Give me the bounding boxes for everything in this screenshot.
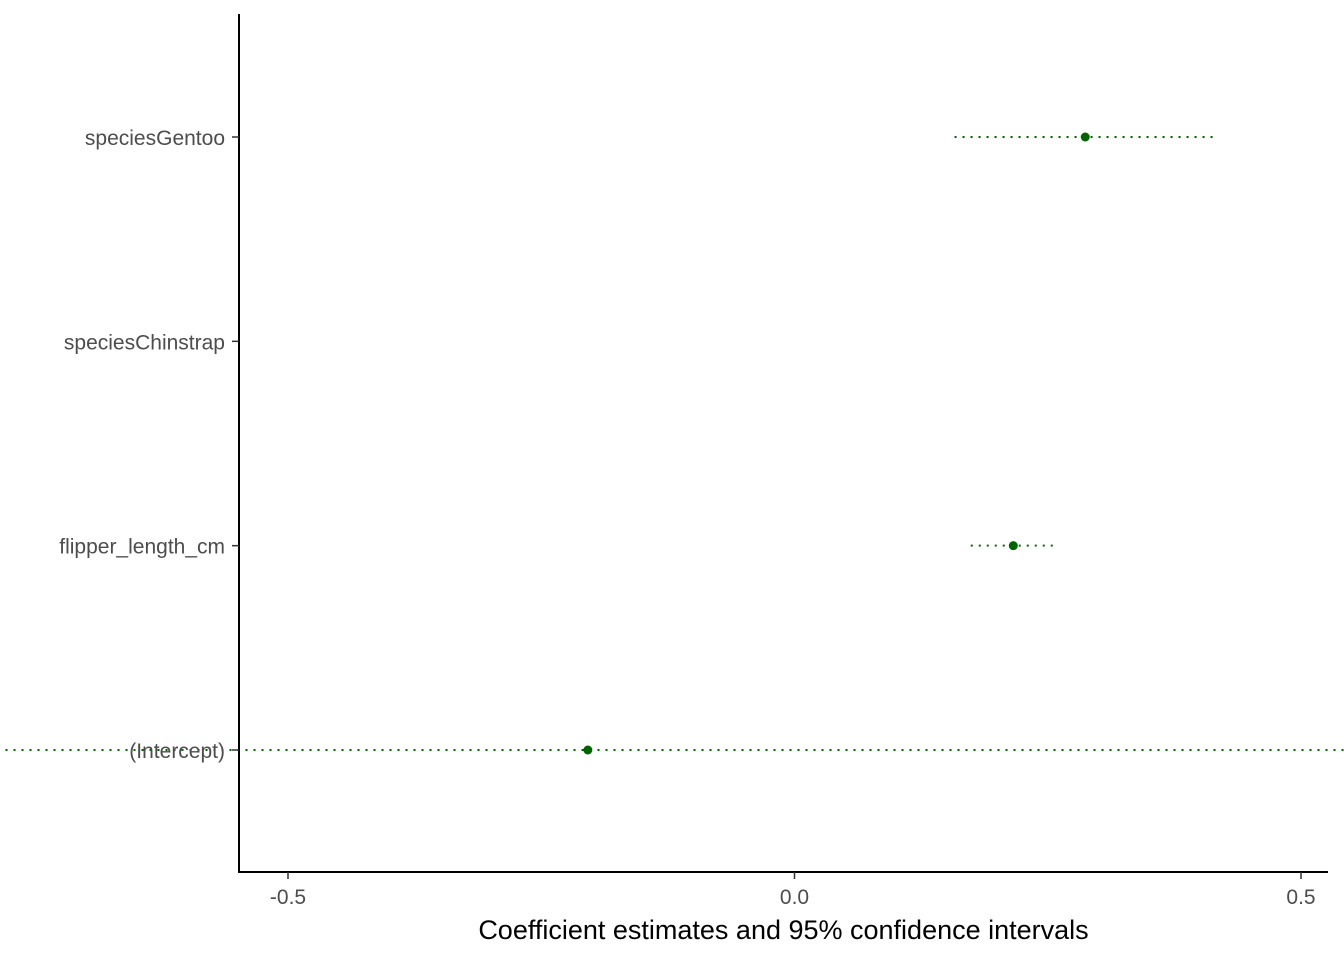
x-axis-ticks: -1.0-0.50.00.51.0 [270, 872, 1316, 909]
y-axis-ticks: speciesGentoo speciesChinstrap flipper_len… [59, 127, 239, 763]
y-tick-label-speciesgentoo: speciesGentoo [85, 127, 225, 150]
coefficient-points [583, 132, 1090, 755]
estimate-point-flipper-length-cm [1008, 541, 1018, 551]
x-tick-label: 0.5 [1286, 886, 1315, 909]
confidence-intervals [0, 136, 1344, 751]
estimate-point-speciesgentoo [1080, 132, 1090, 142]
y-tick-label-intercept: (Intercept) [129, 740, 225, 763]
y-tick-label-specieschinstrap: speciesChinstrap [64, 331, 225, 354]
x-tick-label: 0.0 [780, 886, 809, 909]
estimate-point-intercept [583, 745, 593, 755]
x-axis-title: Coefficient estimates and 95% confidence… [478, 915, 1088, 945]
y-tick-label-flipper-length-cm: flipper_length_cm [59, 536, 225, 559]
x-tick-label: -0.5 [270, 886, 306, 909]
